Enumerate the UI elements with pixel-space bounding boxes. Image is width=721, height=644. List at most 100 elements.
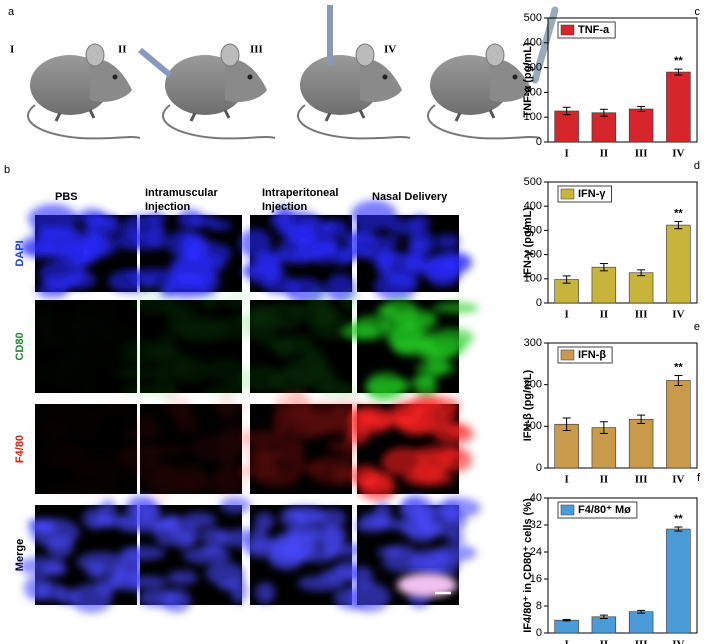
signal-blob (66, 456, 101, 470)
bar (591, 266, 617, 304)
micrograph-signal (118, 287, 261, 401)
y-axis-label: IF4/80⁺ in CD80⁺ cells (%) (522, 498, 534, 633)
micrograph-signal (339, 200, 474, 301)
error-bar (599, 421, 608, 434)
y-tick-label: 300 (524, 337, 542, 349)
mouse (27, 43, 141, 140)
signal-blob (174, 415, 199, 434)
signal-blob (351, 315, 391, 340)
legend-box (557, 501, 638, 519)
y-tick-label: 0 (536, 462, 542, 474)
y-tick-label: 200 (524, 379, 542, 391)
group-label: III (250, 44, 263, 56)
mouse-ear (220, 43, 240, 67)
signal-blob (389, 400, 423, 427)
plot-frame (547, 342, 698, 469)
y-tick-label: 0 (536, 627, 542, 639)
error-bar (674, 526, 683, 532)
x-tick-label: II (600, 148, 609, 160)
bar (666, 71, 691, 143)
signal-blob (419, 337, 439, 363)
micrograph (29, 398, 137, 494)
signal-blob (416, 396, 460, 415)
signal-blob (428, 328, 475, 347)
y-axis-label: IFN-γ (pg/mL) (522, 207, 534, 278)
y-tick-label: 500 (524, 12, 542, 24)
signal-blob (99, 398, 132, 414)
signal-blob (168, 254, 213, 284)
error-bar (562, 106, 571, 116)
x-tick-label: I (564, 309, 568, 321)
signal-blob (41, 324, 90, 348)
micrograph-bg (35, 300, 137, 393)
signal-blob (163, 514, 184, 535)
mouse-ear (355, 43, 375, 67)
signal-blob (147, 212, 167, 224)
micrograph (238, 204, 357, 305)
mouse-head (490, 59, 532, 102)
signal-blob (381, 447, 426, 476)
bar (591, 616, 617, 634)
signal-blob (167, 570, 198, 585)
signal-blob (407, 229, 435, 259)
syringe (138, 47, 172, 78)
error-bar (674, 375, 683, 386)
legend-label: TNF-a (578, 24, 610, 36)
micrograph (118, 495, 266, 613)
signal-blob (288, 391, 311, 419)
signal-blob (339, 233, 379, 245)
micrograph (237, 289, 363, 399)
signal-blob (306, 289, 330, 312)
y-tick-label: 100 (524, 420, 542, 432)
signal-blob (118, 367, 171, 380)
signal-blob (118, 444, 163, 468)
signal-blob (136, 413, 159, 435)
plot-frame (547, 497, 698, 634)
panel-letter: b (4, 164, 10, 176)
x-tick-label: I (564, 148, 568, 160)
signal-blob (122, 340, 164, 365)
x-tick-label: IV (672, 309, 684, 321)
mouse-feet (324, 109, 366, 122)
signal-blob (74, 234, 119, 258)
significance: ** (674, 361, 683, 373)
legend-swatch (560, 24, 575, 36)
signal-blob (320, 219, 349, 238)
legend-swatch (560, 188, 575, 200)
y-tick-label: 100 (524, 111, 542, 123)
significance: ** (674, 207, 683, 219)
signal-blob (375, 252, 427, 281)
signal-blob (239, 365, 285, 392)
error-bar (674, 68, 683, 76)
signal-blob (29, 421, 70, 433)
micrograph-signal (18, 499, 161, 614)
signal-blob (201, 293, 223, 310)
mouse (297, 5, 411, 140)
signal-blob (433, 302, 480, 314)
signal-blob (435, 234, 461, 249)
signal-blob (297, 575, 345, 591)
mouse-eye (247, 74, 253, 80)
signal-blob (34, 582, 67, 601)
y-tick-label: 200 (524, 86, 542, 98)
signal-blob (223, 292, 251, 309)
signal-blob (447, 532, 465, 544)
x-tick-label: I (564, 474, 568, 486)
signal-blob (352, 565, 373, 589)
error-bar (562, 619, 571, 622)
signal-blob (245, 256, 283, 286)
row-label: CD80 (14, 332, 26, 360)
signal-blob (127, 575, 168, 588)
signal-blob (238, 228, 272, 259)
error-bar (599, 263, 608, 272)
signal-blob (348, 582, 391, 613)
signal-blob (410, 214, 430, 231)
panel-letter: f (697, 472, 701, 484)
signal-blob (272, 251, 321, 264)
x-tick-label: IV (672, 474, 684, 486)
micrograph (237, 391, 368, 494)
x-tick-label: III (635, 148, 648, 160)
micrograph (18, 499, 161, 614)
x-tick-label: II (600, 639, 609, 644)
signal-blob (340, 289, 360, 312)
